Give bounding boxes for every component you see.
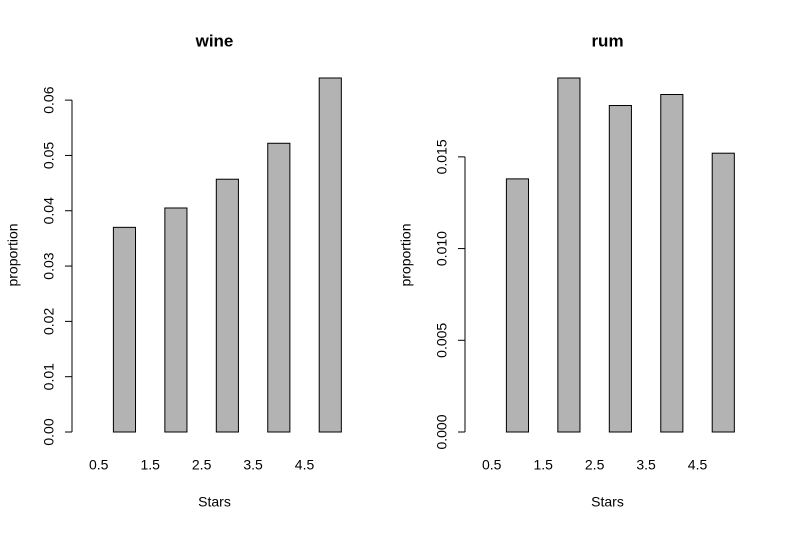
bar <box>215 178 239 433</box>
y-tick-label: 0.010 <box>434 231 450 266</box>
bar <box>711 152 735 433</box>
x-axis-label: Stars <box>198 494 231 510</box>
chart-title: wine <box>195 31 234 50</box>
x-tick-label: 0.5 <box>89 457 109 473</box>
y-tick-label: 0.03 <box>41 252 57 279</box>
y-tick-label: 0.00 <box>41 418 57 445</box>
bar <box>318 77 342 433</box>
y-tick-label: 0.02 <box>41 308 57 335</box>
y-tick-label: 0.005 <box>434 323 450 358</box>
x-tick-label: 4.5 <box>295 457 315 473</box>
x-tick-label: 1.5 <box>140 457 160 473</box>
y-axis-label: proportion <box>5 223 21 286</box>
y-tick-label: 0.05 <box>41 142 57 169</box>
bar <box>660 94 684 433</box>
x-tick-label: 3.5 <box>243 457 263 473</box>
y-tick-label: 0.04 <box>41 197 57 224</box>
y-tick-label: 0.015 <box>434 139 450 174</box>
x-tick-label: 2.5 <box>585 457 605 473</box>
x-tick-label: 1.5 <box>533 457 553 473</box>
bar <box>267 142 291 433</box>
x-tick-label: 0.5 <box>482 457 502 473</box>
x-tick-label: 4.5 <box>688 457 708 473</box>
bar <box>112 226 137 433</box>
x-axis-label: Stars <box>591 494 624 510</box>
chart-title: rum <box>591 31 623 50</box>
x-tick-label: 2.5 <box>192 457 212 473</box>
bar <box>505 178 530 433</box>
bar <box>557 77 581 433</box>
bar <box>164 207 188 433</box>
y-tick-label: 0.06 <box>41 86 57 113</box>
y-axis-label: proportion <box>398 223 414 286</box>
x-tick-label: 3.5 <box>636 457 656 473</box>
y-tick-label: 0.01 <box>41 363 57 390</box>
bar <box>608 105 632 433</box>
y-tick-label: 0.000 <box>434 414 450 449</box>
